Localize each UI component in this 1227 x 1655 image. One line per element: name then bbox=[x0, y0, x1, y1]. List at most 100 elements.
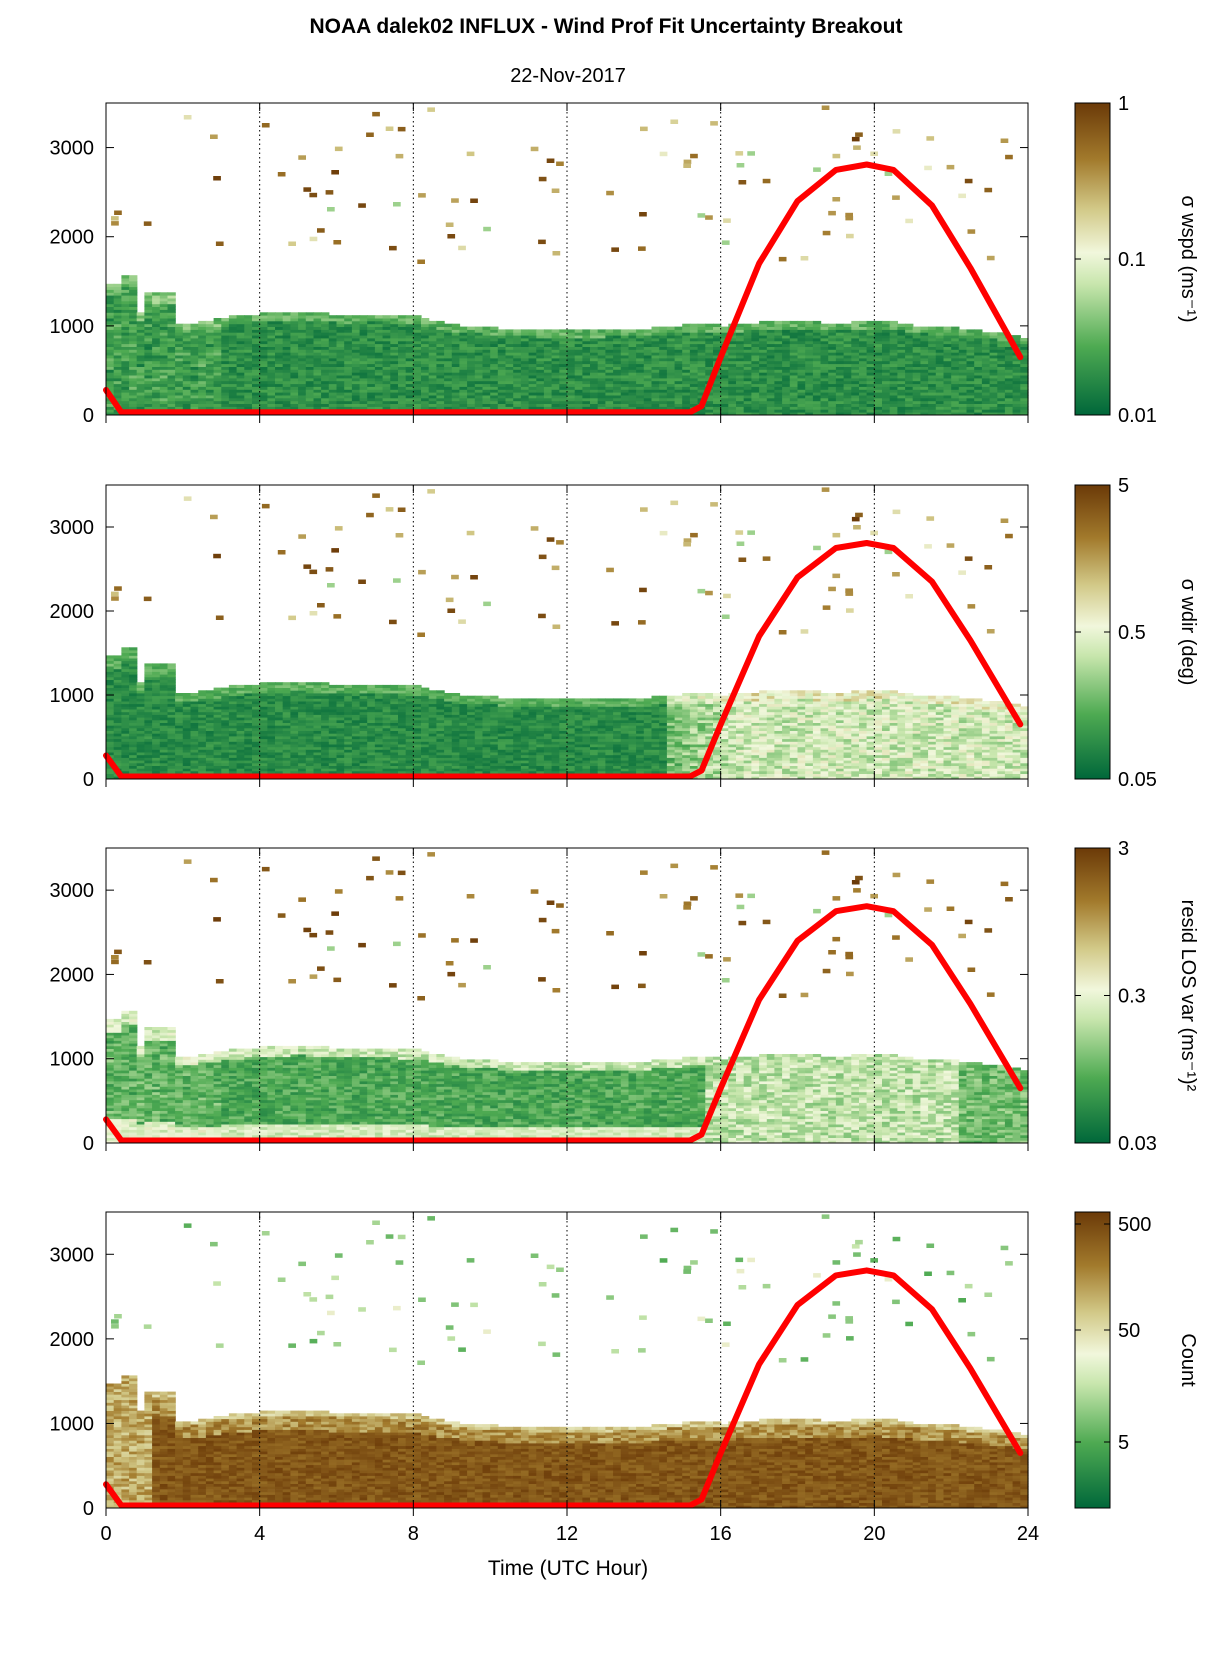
heatmap-cell bbox=[805, 343, 814, 347]
heatmap-cell bbox=[121, 770, 130, 774]
heatmap-cell bbox=[288, 241, 296, 246]
heatmap-cell bbox=[859, 346, 868, 350]
heatmap-cell bbox=[282, 406, 291, 410]
heatmap-cell bbox=[905, 369, 914, 373]
heatmap-cell bbox=[275, 714, 284, 718]
heatmap-cell bbox=[889, 329, 898, 333]
heatmap-cell bbox=[774, 400, 783, 404]
heatmap-cell bbox=[213, 746, 222, 750]
heatmap-cell bbox=[789, 377, 799, 382]
heatmap-cell bbox=[536, 377, 545, 382]
heatmap-cell bbox=[866, 332, 875, 336]
heatmap-cell bbox=[490, 406, 499, 410]
heatmap-cell bbox=[1012, 400, 1021, 404]
heatmap-cell bbox=[228, 389, 238, 393]
heatmap-cell bbox=[252, 762, 261, 766]
heatmap-cell bbox=[912, 397, 921, 402]
heatmap-cell bbox=[221, 749, 230, 753]
heatmap-cell bbox=[144, 406, 153, 410]
heatmap-cell bbox=[451, 377, 461, 382]
heatmap-cell bbox=[144, 403, 153, 407]
heatmap-cell bbox=[567, 386, 576, 390]
heatmap-cell bbox=[336, 346, 345, 350]
heatmap-cell bbox=[136, 703, 145, 707]
heatmap-cell bbox=[121, 375, 130, 379]
heatmap-cell bbox=[1012, 377, 1021, 382]
heatmap-cell bbox=[106, 741, 115, 745]
heatmap-cell bbox=[582, 338, 591, 342]
heatmap-cell bbox=[897, 343, 906, 347]
heatmap-cell bbox=[789, 400, 799, 404]
heatmap-cell bbox=[321, 389, 330, 393]
heatmap-cell bbox=[520, 366, 530, 370]
heatmap-cell bbox=[259, 355, 268, 359]
heatmap-cell bbox=[159, 671, 169, 675]
heatmap-cell bbox=[490, 383, 499, 387]
heatmap-cell bbox=[989, 369, 998, 373]
heatmap-cell bbox=[175, 722, 184, 726]
heatmap-cell bbox=[459, 375, 468, 379]
heatmap-cell bbox=[713, 380, 722, 385]
heatmap-cell bbox=[713, 349, 722, 353]
heatmap-cell bbox=[298, 155, 306, 160]
heatmap-cell bbox=[374, 318, 384, 322]
heatmap-cell bbox=[275, 406, 284, 410]
heatmap-cell bbox=[920, 349, 929, 353]
heatmap-cell bbox=[636, 406, 645, 410]
heatmap-cell bbox=[159, 312, 169, 316]
heatmap-cell bbox=[175, 329, 184, 333]
heatmap-cell bbox=[236, 722, 245, 726]
heatmap-cell bbox=[445, 222, 454, 227]
heatmap-cell bbox=[536, 349, 545, 353]
heatmap-cell bbox=[928, 392, 937, 396]
heatmap-cell bbox=[213, 725, 222, 729]
heatmap-cell bbox=[628, 338, 637, 342]
heatmap-cell bbox=[328, 320, 338, 325]
heatmap-cell bbox=[689, 329, 699, 333]
heatmap-cell bbox=[382, 332, 391, 336]
heatmap-cell bbox=[674, 357, 683, 362]
heatmap-cell bbox=[113, 397, 122, 402]
heatmap-cell bbox=[567, 329, 576, 333]
heatmap-cell bbox=[759, 386, 768, 390]
heatmap-cell bbox=[705, 343, 714, 347]
heatmap-cell bbox=[129, 283, 138, 288]
heatmap-cell bbox=[275, 762, 284, 766]
heatmap-cell bbox=[328, 346, 338, 350]
heatmap-cell bbox=[981, 395, 991, 399]
heatmap-cell bbox=[275, 703, 284, 707]
heatmap-cell bbox=[966, 360, 975, 365]
heatmap-cell bbox=[851, 412, 860, 416]
heatmap-cell bbox=[889, 340, 898, 345]
heatmap-cell bbox=[590, 363, 599, 367]
heatmap-cell bbox=[520, 349, 530, 353]
heatmap-cell bbox=[159, 663, 169, 667]
heatmap-cell bbox=[805, 377, 814, 382]
heatmap-cell bbox=[882, 377, 891, 382]
heatmap-cell bbox=[244, 760, 253, 764]
heatmap-cell bbox=[782, 377, 791, 382]
heatmap-cell bbox=[789, 375, 799, 379]
heatmap-cell bbox=[290, 326, 299, 330]
heatmap-cell bbox=[152, 668, 161, 672]
heatmap-cell bbox=[175, 346, 184, 350]
heatmap-cell bbox=[159, 360, 169, 365]
heatmap-cell bbox=[129, 714, 138, 718]
heatmap-cell bbox=[221, 701, 230, 705]
heatmap-cell bbox=[152, 292, 161, 296]
heatmap-cell bbox=[144, 392, 153, 396]
heatmap-cell bbox=[759, 323, 768, 327]
heatmap-cell bbox=[198, 703, 207, 707]
heatmap-cell bbox=[374, 380, 384, 385]
heatmap-cell bbox=[713, 326, 722, 330]
heatmap-cell bbox=[129, 363, 138, 367]
heatmap-cell bbox=[505, 349, 514, 353]
heatmap-cell bbox=[198, 395, 207, 399]
heatmap-cell bbox=[974, 386, 983, 390]
heatmap-cell bbox=[129, 295, 138, 299]
heatmap-cell bbox=[167, 323, 176, 327]
heatmap-cell bbox=[505, 395, 514, 399]
heatmap-cell bbox=[981, 386, 991, 390]
heatmap-cell bbox=[228, 736, 238, 740]
heatmap-cell bbox=[1012, 395, 1021, 399]
